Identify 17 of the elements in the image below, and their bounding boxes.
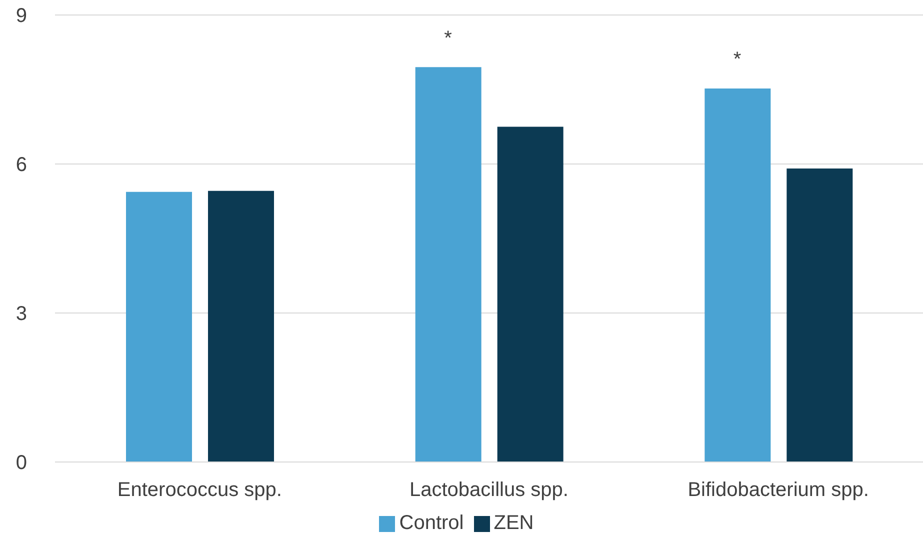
y-tick-label: 3 xyxy=(16,303,27,326)
legend-label: Control xyxy=(399,512,464,534)
y-tick-label: 9 xyxy=(16,5,27,28)
x-tick-label: Lactobacillus spp. xyxy=(410,479,568,502)
bar xyxy=(786,168,853,462)
bar xyxy=(704,88,771,462)
annotation: * xyxy=(444,27,452,50)
annotation: * xyxy=(733,48,742,71)
y-tick-label: 6 xyxy=(16,154,27,176)
x-tick-label: Enterococcus spp. xyxy=(117,479,282,502)
y-tick-label: 0 xyxy=(16,452,27,474)
x-tick-label: Bifidobacterium spp. xyxy=(688,479,869,502)
bar xyxy=(126,192,192,462)
bar xyxy=(415,67,482,462)
legend-label: ZEN xyxy=(494,512,534,534)
bar xyxy=(208,190,274,462)
bar xyxy=(497,126,564,462)
